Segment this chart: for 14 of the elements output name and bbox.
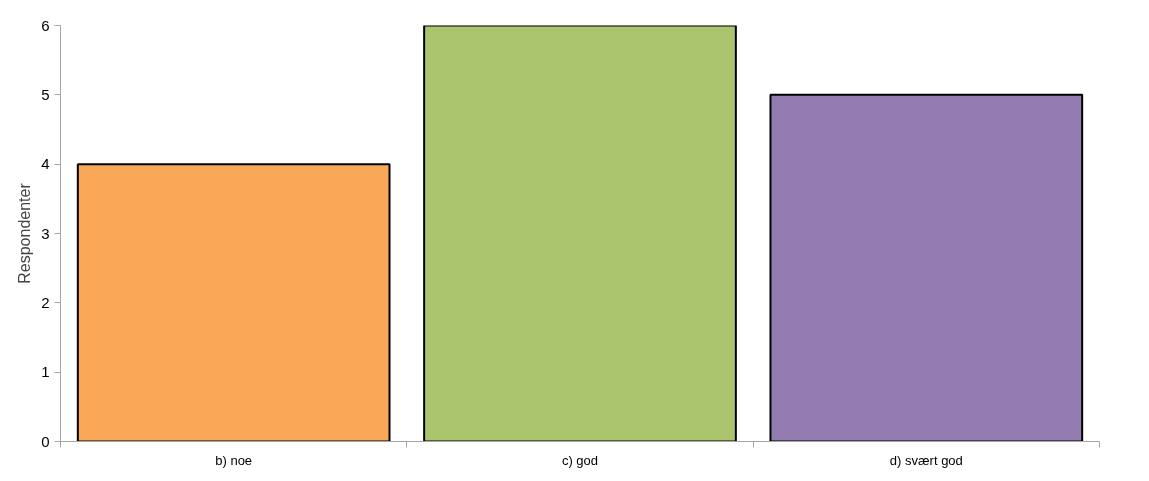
y-tick-label: 0 [41,432,50,450]
bar [769,93,1084,442]
x-tick-label: c) god [561,452,599,468]
y-tick-label: 3 [41,224,50,242]
y-tick-label: 5 [41,85,50,103]
y-tick-label: 2 [41,293,50,311]
y-tick-label: 6 [41,16,50,34]
y-tick-label: 4 [41,155,50,173]
x-tick-label: b) noe [215,452,253,468]
y-tick-label: 1 [41,363,50,381]
bar [76,163,391,442]
bar [423,25,737,442]
x-tick-label: d) svært god [889,452,963,468]
y-axis-title: Respondenter [16,182,34,284]
